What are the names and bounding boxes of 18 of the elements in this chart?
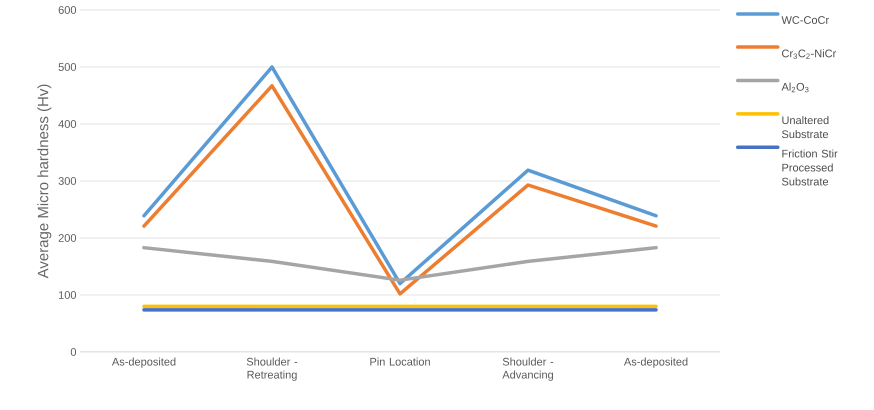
y-tick-label: 500 bbox=[58, 63, 76, 71]
y-tick-label: 300 bbox=[58, 177, 76, 185]
y-tick-label: 100 bbox=[58, 291, 76, 299]
x-tick-label: As-deposited bbox=[112, 358, 176, 368]
y-tick-label: 200 bbox=[58, 234, 76, 242]
y-axis-title: Average Micro hardness (Hv) bbox=[37, 84, 52, 278]
x-tick-label: Pin Location bbox=[370, 358, 430, 366]
legend-label: WC-CoCr bbox=[782, 16, 829, 24]
x-tick-label: Shoulder - Retreating bbox=[246, 358, 298, 381]
y-tick-label: 0 bbox=[70, 348, 76, 356]
x-tick-label: Shoulder - Advancing bbox=[502, 358, 554, 381]
legend-label: Al$_{2}$O$_{3}$ bbox=[782, 82, 809, 92]
y-tick-label: 400 bbox=[58, 120, 76, 128]
x-tick-label: As-deposited bbox=[624, 358, 688, 368]
text: Friction Stir Processed Substrate bbox=[782, 149, 838, 186]
y-tick-label: 600 bbox=[58, 6, 76, 14]
text: Unaltered Substrate bbox=[782, 116, 828, 138]
legend-label: Cr$_{3}$C$_{2}$-NiCr bbox=[782, 49, 836, 59]
